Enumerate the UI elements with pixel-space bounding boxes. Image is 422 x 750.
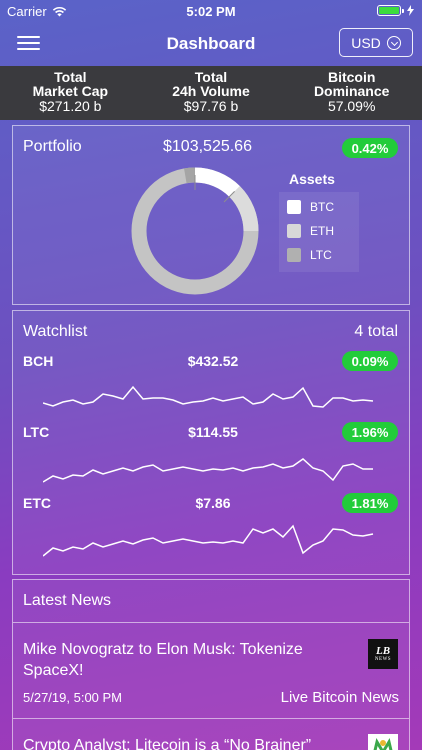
market-stats-bar: Total Market Cap $271.20 b Total 24h Vol… [0,66,422,120]
coin-change-badge: 1.81% [342,493,398,513]
stat-btc-dominance: Bitcoin Dominance 57.09% [281,66,422,120]
divider [13,622,409,623]
carrier-label: Carrier [7,4,47,19]
stat-label: Total [194,69,228,85]
portfolio-title: Portfolio [23,138,82,155]
navigation-bar: Dashboard USD [0,22,422,66]
portfolio-change-badge: 0.42% [342,138,398,158]
assets-legend-title: Assets [289,171,335,187]
legend-item-ltc: LTC [287,248,332,262]
divider [13,718,409,719]
news-source-logo [368,734,398,750]
coin-symbol: LTC [23,424,50,440]
chevron-down-icon [386,35,401,50]
donut-segment-ltc [184,167,196,184]
coin-symbol: BCH [23,353,54,369]
coin-symbol: ETC [23,495,51,511]
stat-24h-volume: Total 24h Volume $97.76 b [141,66,282,120]
legend-item-eth: ETH [287,224,334,238]
stat-label: Bitcoin [327,69,376,85]
donut-segment-eth [229,186,259,232]
stat-label: 24h Volume [172,83,250,99]
currency-label: USD [351,34,381,51]
hamburger-menu-icon[interactable] [17,36,40,51]
coin-price: $432.52 [187,353,239,369]
donut-segment-btc [194,167,240,197]
stat-value: $97.76 b [183,98,239,114]
watchlist-title: Watchlist [23,323,88,340]
news-item[interactable]: Crypto Analyst: Litecoin is a “No Braine… [13,719,409,750]
watchlist-row-bch[interactable]: BCH $432.52 0.09% [13,351,411,425]
stat-value: $271.20 b [39,98,102,114]
news-title: Latest News [23,592,112,609]
portfolio-card[interactable]: Portfolio $103,525.66 0.42% Assets BTC E… [12,125,410,305]
coin-sparkline [43,458,373,483]
battery-icon [377,5,414,16]
watchlist-card: Watchlist 4 total BCH $432.52 0.09% LTC … [12,310,410,575]
portfolio-donut-chart [131,167,259,295]
news-date: 5/27/19, 5:00 PM [23,690,123,705]
stat-label: Dominance [313,83,390,99]
legend-label: BTC [310,200,334,214]
news-item[interactable]: Mike Novogratz to Elon Musk: Tokenize Sp… [13,623,409,718]
coin-price: $114.55 [188,424,238,440]
wifi-icon [52,6,66,17]
watchlist-row-ltc[interactable]: LTC $114.55 1.96% [13,422,411,496]
legend-item-btc: BTC [287,200,334,214]
currency-selector-button[interactable]: USD [339,28,413,57]
coin-change-badge: 1.96% [342,422,398,442]
legend-swatch [287,224,301,238]
stat-label: Total [54,69,87,85]
coin-sparkline [43,524,374,557]
news-source: Live Bitcoin News [280,689,399,706]
clock: 5:02 PM [186,4,236,19]
news-card: Latest News Mike Novogratz to Elon Musk:… [12,579,410,750]
stat-market-cap: Total Market Cap $271.20 b [0,66,141,120]
news-headline: Mike Novogratz to Elon Musk: Tokenize Sp… [23,641,303,679]
legend-swatch [287,248,301,262]
coin-change-badge: 0.09% [342,351,398,371]
watchlist-total: 4 total [354,323,398,340]
legend-label: ETH [310,224,334,238]
status-bar: Carrier 5:02 PM [0,0,422,22]
coin-sparkline [43,385,374,408]
watchlist-row-etc[interactable]: ETC $7.86 1.81% [13,493,411,567]
legend-label: LTC [310,248,332,262]
legend-swatch [287,200,301,214]
portfolio-value: $103,525.66 [163,138,252,155]
stat-value: 57.09% [327,98,376,114]
carrier-group: Carrier [7,4,67,19]
news-source-logo: LB NEWS [368,639,398,669]
assets-legend: BTC ETH LTC [279,192,359,272]
stat-label: Market Cap [32,83,109,99]
news-headline: Crypto Analyst: Litecoin is a “No Braine… [23,737,312,750]
charging-icon [407,5,414,16]
coin-price: $7.86 [195,495,231,511]
